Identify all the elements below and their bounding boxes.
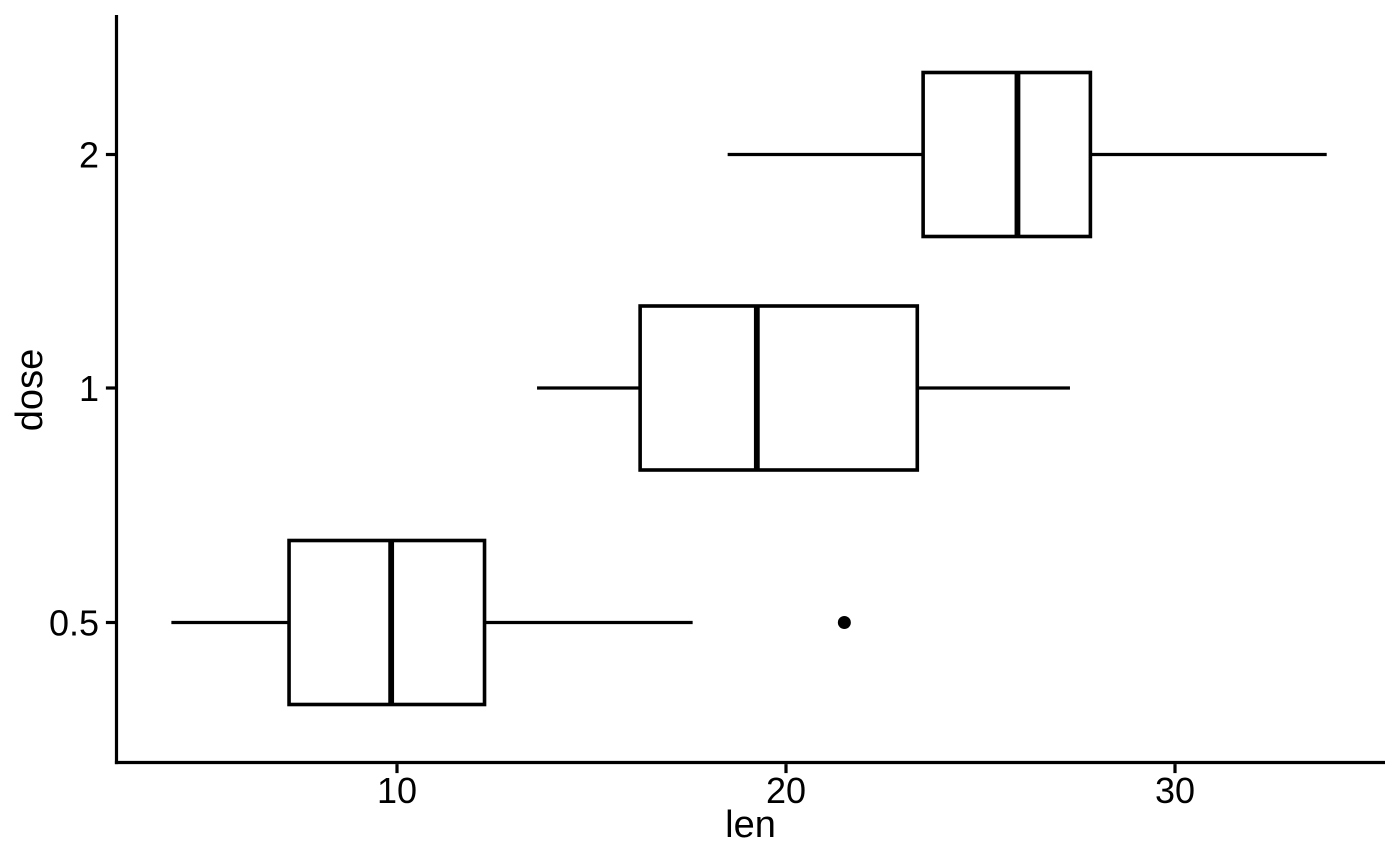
- boxplot-box: [638, 304, 920, 472]
- x-tick-label: 20: [766, 770, 806, 811]
- y-axis-title: dose: [9, 348, 51, 432]
- outlier-point: [837, 616, 851, 629]
- x-tick-label: 10: [377, 770, 417, 811]
- y-tick-label: 1: [79, 368, 99, 409]
- y-tick-label: 0.5: [49, 603, 99, 644]
- boxplot-box: [287, 538, 487, 707]
- y-tick-label: 2: [79, 135, 99, 176]
- boxplot-box: [921, 70, 1093, 239]
- x-tick-label: 30: [1155, 770, 1195, 811]
- x-axis-title: len: [725, 804, 776, 846]
